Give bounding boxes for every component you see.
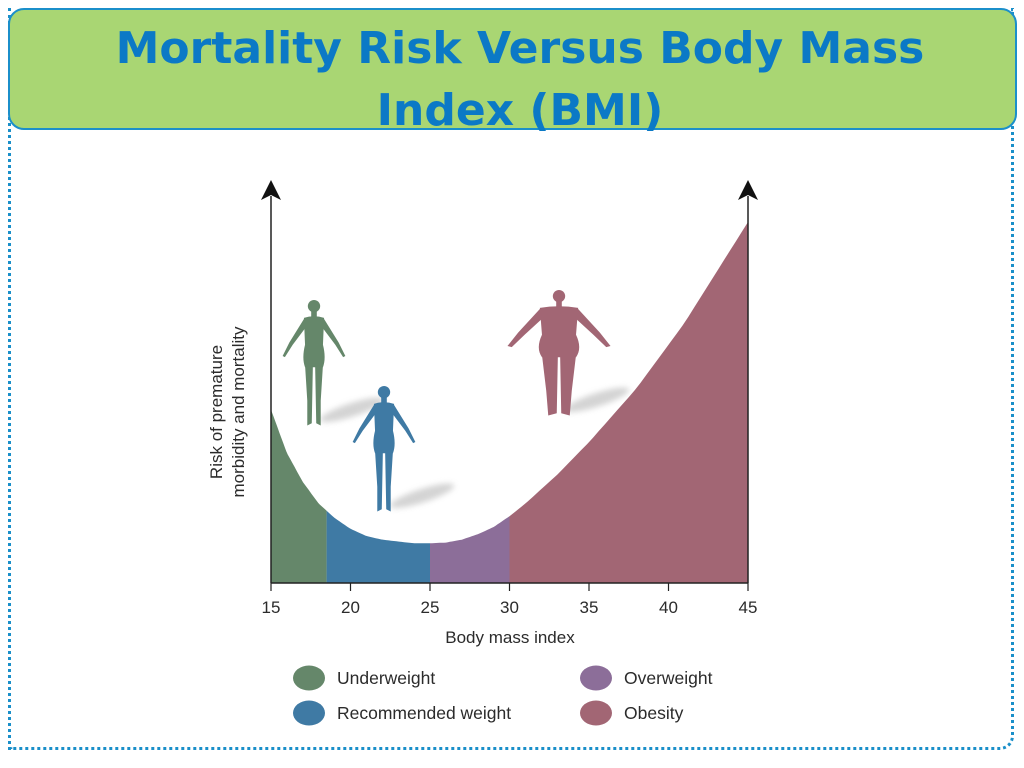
obese-figure-icon bbox=[507, 290, 630, 416]
y-axis-label-line1: Risk of premature bbox=[207, 345, 226, 479]
recommended-figure-icon bbox=[352, 386, 455, 512]
body-figures bbox=[282, 290, 630, 512]
x-tick-label: 45 bbox=[739, 598, 758, 617]
underweight-figure-icon bbox=[282, 300, 385, 426]
x-tick-label: 35 bbox=[580, 598, 599, 617]
legend-swatch bbox=[580, 665, 612, 691]
slide-title: Mortality Risk Versus Body Mass Index (B… bbox=[115, 23, 925, 136]
right-axis-arrow-icon bbox=[738, 180, 758, 200]
legend-item: Recommended weight bbox=[293, 700, 511, 726]
y-axis-label-group: Risk of premature morbidity and mortalit… bbox=[207, 326, 248, 498]
legend-swatch bbox=[293, 700, 325, 726]
x-tick-label: 25 bbox=[421, 598, 440, 617]
x-tick-label: 15 bbox=[262, 598, 281, 617]
legend-label: Recommended weight bbox=[337, 703, 511, 723]
legend-label: Obesity bbox=[624, 703, 684, 723]
x-tick-label: 30 bbox=[500, 598, 519, 617]
x-ticks: 15 20 25 30 35 40 45 bbox=[262, 583, 758, 617]
region-overweight bbox=[430, 516, 510, 583]
slide-frame bbox=[8, 8, 1014, 750]
legend-item: Obesity bbox=[580, 700, 684, 726]
legend: Underweight Recommended weight Overweight O… bbox=[293, 665, 713, 726]
legend-swatch bbox=[580, 700, 612, 726]
y-axis-arrow-icon bbox=[261, 180, 281, 200]
y-axis-label-line2: morbidity and mortality bbox=[229, 326, 248, 498]
legend-swatch bbox=[293, 665, 325, 691]
risk-regions bbox=[271, 222, 748, 583]
legend-item: Underweight bbox=[293, 665, 435, 691]
x-tick-label: 40 bbox=[659, 598, 678, 617]
region-recommended-weight bbox=[326, 510, 430, 583]
region-underweight bbox=[271, 409, 327, 583]
legend-label: Underweight bbox=[337, 668, 435, 688]
region-obesity bbox=[509, 222, 748, 583]
legend-label: Overweight bbox=[624, 668, 713, 688]
x-tick-label: 20 bbox=[341, 598, 360, 617]
title-banner: Mortality Risk Versus Body Mass Index (B… bbox=[8, 8, 1017, 136]
legend-item: Overweight bbox=[580, 665, 713, 691]
x-axis-label: Body mass index bbox=[445, 628, 575, 647]
